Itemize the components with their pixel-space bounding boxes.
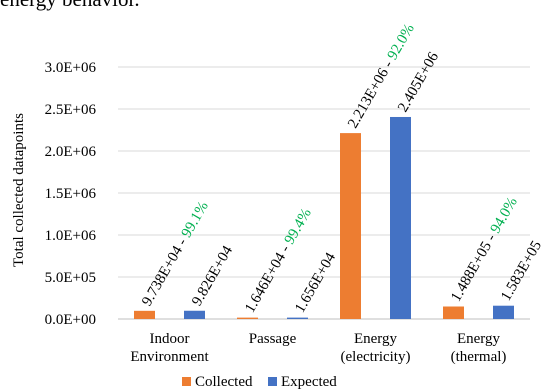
data-label-value: 1.646E+04 xyxy=(242,250,289,316)
legend-label-expected: Expected xyxy=(281,374,337,389)
data-label-percent: 99.1% xyxy=(179,199,212,241)
y-tick-label: 5.0E+05 xyxy=(45,270,96,286)
legend-swatch-collected xyxy=(182,377,191,386)
y-tick-label: 1.0E+06 xyxy=(45,228,97,244)
category-label: Passage xyxy=(249,331,297,347)
category-label: Energy (electricity) xyxy=(341,331,411,365)
data-label-value: 2.405E+06 xyxy=(395,49,442,115)
bars xyxy=(134,116,514,319)
header-text-fragment: energy behavior. xyxy=(0,0,140,12)
legend: Collected Expected xyxy=(182,374,337,389)
data-label-percent: 94.0% xyxy=(488,195,521,237)
category-label-line: (electricity) xyxy=(341,349,411,365)
bar-collected xyxy=(134,310,155,319)
y-axis-label: Total collected datapoints xyxy=(11,113,27,267)
category-label-line: Environment xyxy=(130,349,209,365)
y-tick-label: 2.5E+06 xyxy=(45,102,97,118)
bar-expected xyxy=(287,317,308,319)
category-label-line: Energy xyxy=(354,331,398,347)
y-tick-label: 1.5E+06 xyxy=(45,186,97,202)
y-tick-label: 2.0E+06 xyxy=(45,144,97,160)
data-label-value: 1.583E+05 xyxy=(498,238,545,303)
data-label-value: 9.826E+04 xyxy=(189,243,236,309)
data-label: 2.405E+06 xyxy=(395,49,442,115)
category-label-line: Passage xyxy=(249,331,297,347)
x-axis-categories: Indoor Environment Passage Energy (electrici… xyxy=(130,331,506,365)
data-label: 9.826E+04 xyxy=(189,243,236,309)
data-label: 1.583E+05 xyxy=(498,238,545,303)
data-label-value: 9.738E+04 xyxy=(139,243,186,309)
data-label-value: 1.488E+05 xyxy=(448,239,495,304)
bar-expected xyxy=(493,305,514,319)
bar-collected xyxy=(237,317,258,319)
y-tick-label: 0.0E+00 xyxy=(45,312,96,328)
category-label: Energy (thermal) xyxy=(451,331,507,365)
category-label-line: Indoor xyxy=(150,331,190,347)
category-label-line: Energy xyxy=(457,331,501,347)
bar-collected xyxy=(443,306,464,319)
y-tick-label: 3.0E+06 xyxy=(45,60,97,76)
data-label: 1.656E+04 xyxy=(292,250,339,316)
bar-collected xyxy=(340,133,361,319)
category-label: Indoor Environment xyxy=(130,331,209,365)
y-axis-ticks: 0.0E+00 5.0E+05 1.0E+06 1.5E+06 2.0E+06 2.5E+… xyxy=(45,60,97,328)
legend-swatch-expected xyxy=(268,377,277,386)
data-label-percent: 92.0% xyxy=(385,21,418,63)
data-label-percent: 99.4% xyxy=(282,206,315,248)
category-label-line: (thermal) xyxy=(451,349,507,365)
bar-expected xyxy=(184,310,205,319)
data-label-value: 1.656E+04 xyxy=(292,250,339,316)
legend-label-collected: Collected xyxy=(195,374,253,389)
data-label-value: 2.213E+06 xyxy=(345,65,392,131)
bar-expected xyxy=(390,116,411,319)
